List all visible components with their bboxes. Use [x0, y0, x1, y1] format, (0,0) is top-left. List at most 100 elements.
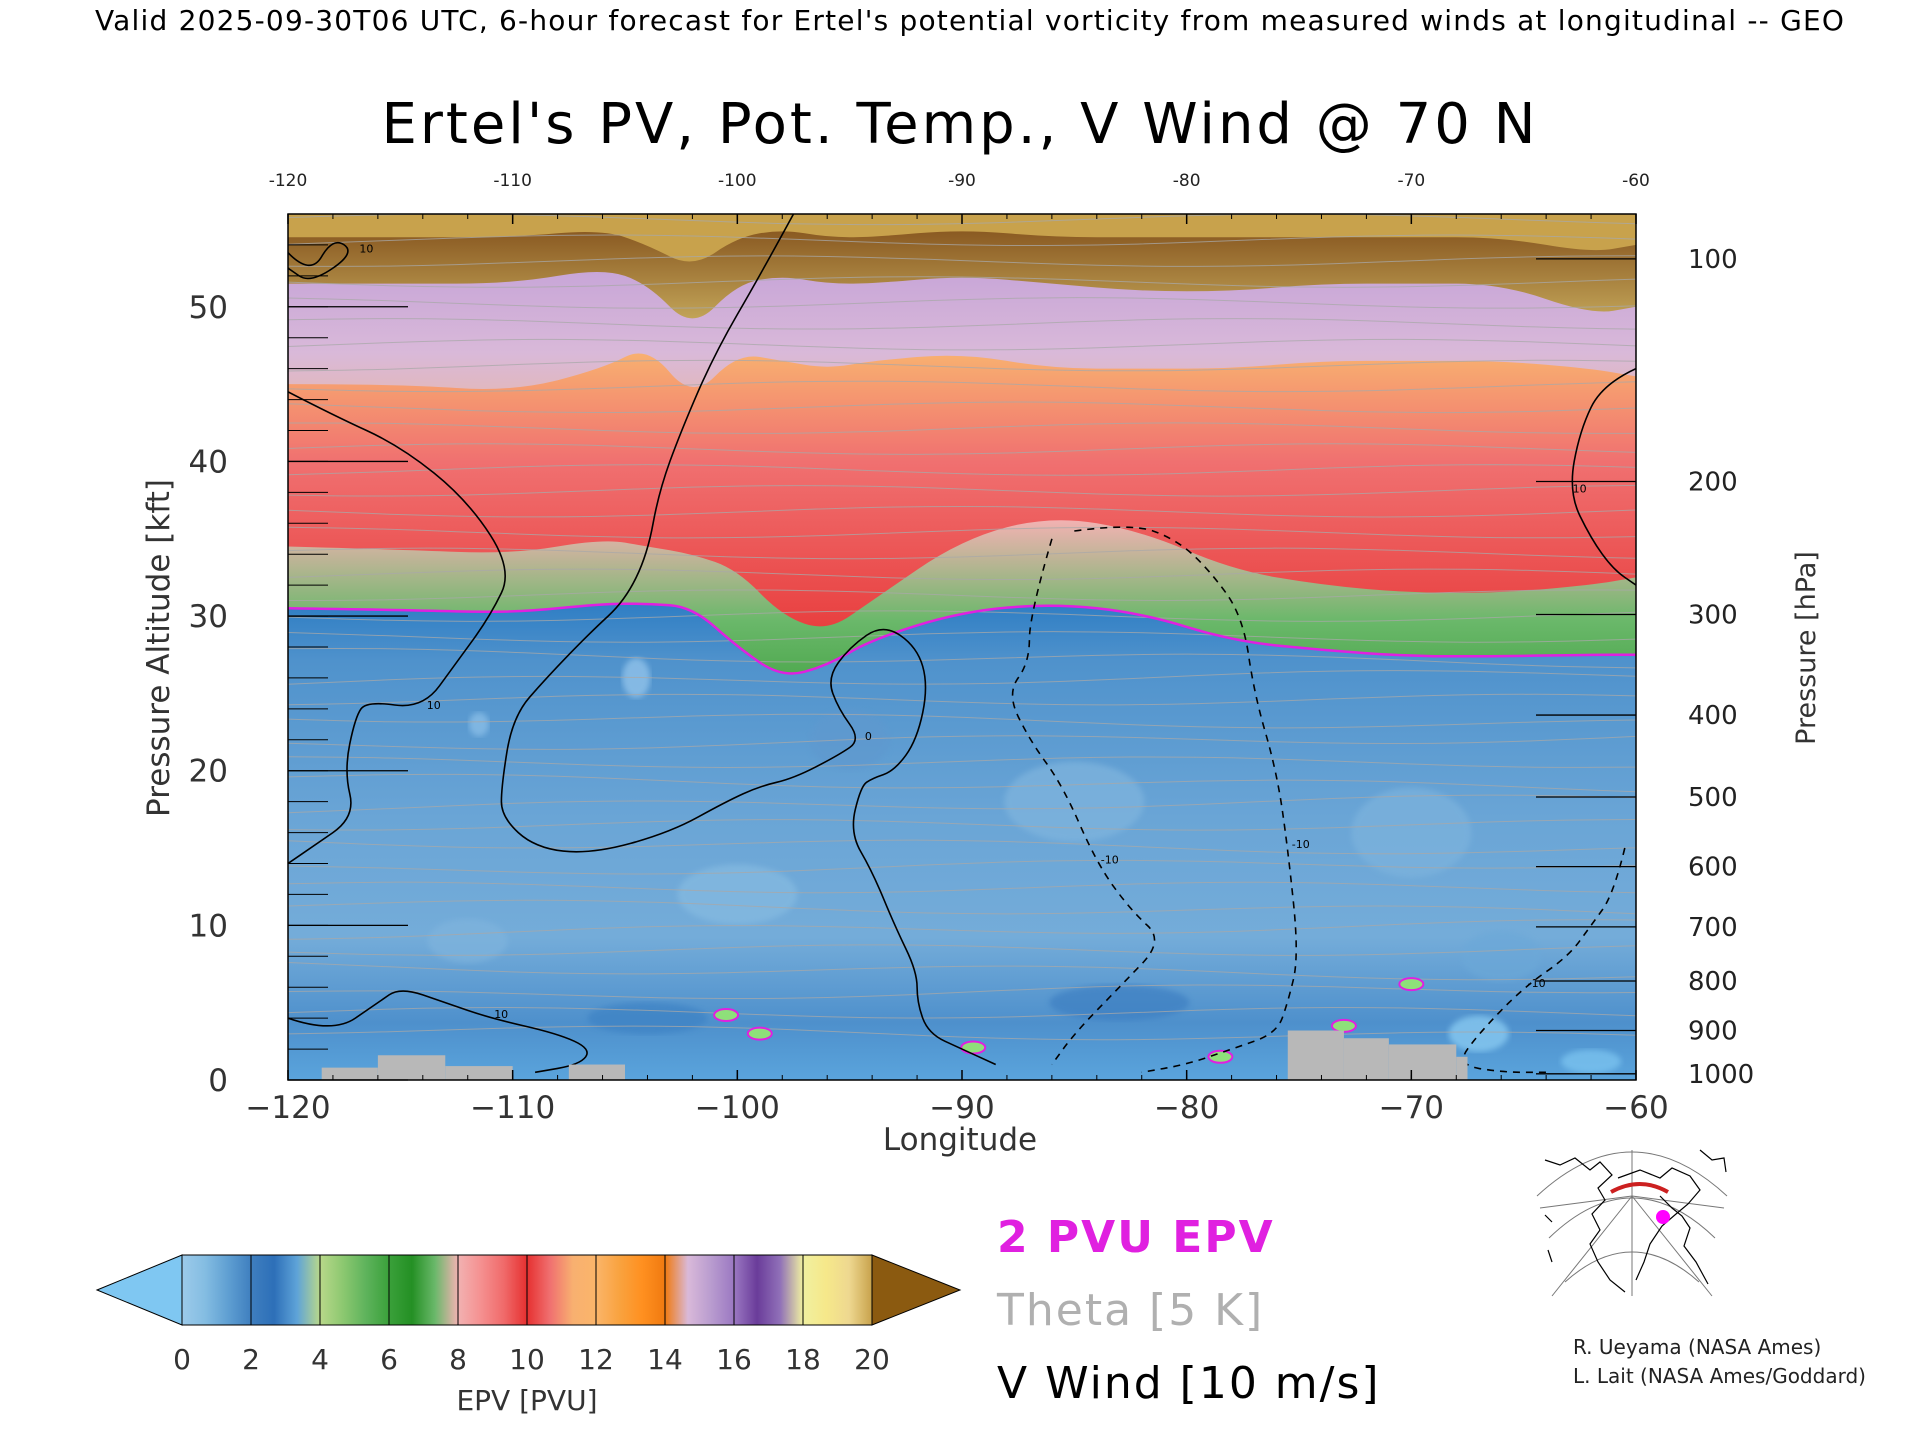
x-tick-label: −80: [1154, 1090, 1219, 1126]
y-tick-label: 10: [189, 908, 228, 944]
vwind-contours: 0 10 10 10 10 -10 -10 -10: [288, 214, 1636, 1074]
theta-line: [288, 1025, 1636, 1041]
terrain-block: [445, 1066, 513, 1080]
credit-line-2: L. Lait (NASA Ames/Goddard): [1573, 1364, 1866, 1388]
colorbar-tick-label: 0: [173, 1343, 191, 1376]
theta-line: [288, 713, 1636, 729]
x-tick-label: −100: [695, 1090, 780, 1126]
terrain-block: [377, 1055, 446, 1080]
pressure-tick-label: 1000: [1688, 1060, 1754, 1090]
y-tick-label: 0: [208, 1063, 228, 1099]
map-coastlines: [1544, 1149, 1727, 1293]
colorbar-tick-label: 2: [242, 1343, 260, 1376]
theta-line: [288, 276, 1636, 288]
chart-title: Ertel's PV, Pot. Temp., V Wind @ 70 N: [381, 92, 1538, 157]
terrain-block: [1343, 1038, 1389, 1080]
theta-line: [288, 819, 1636, 831]
legend-theta: Theta [5 K]: [996, 1285, 1264, 1336]
valid-header: Valid 2025-09-30T06 UTC, 6-hour forecast…: [95, 4, 1845, 37]
theta-line: [288, 484, 1636, 497]
theta-line: [288, 380, 1636, 393]
vwind-contour: [1571, 367, 1636, 586]
y-tick-label: 50: [189, 290, 228, 326]
credit-line-1: R. Ueyama (NASA Ames): [1573, 1335, 1821, 1359]
vwind-contour: [1074, 526, 1297, 1074]
colorbar-tick-label: 10: [509, 1343, 545, 1376]
theta-line: [288, 881, 1636, 894]
theta-line: [288, 422, 1636, 434]
vwind-contour-label: 10: [359, 243, 373, 256]
theta-line: [288, 899, 1636, 915]
colorbar-under-triangle: [95, 1254, 183, 1326]
theta-line: [288, 735, 1636, 750]
terrain-block: [321, 1067, 378, 1080]
colorbar-tick-label: 6: [380, 1343, 398, 1376]
terrain-block: [1388, 1044, 1457, 1080]
pvu-2-contour: [288, 602, 1636, 675]
theta-line: [288, 401, 1636, 414]
pvu-2-patch: [960, 1040, 987, 1055]
epv-patch: [1561, 1049, 1622, 1074]
terrain-block: [1287, 1030, 1344, 1080]
epv-patch: [1448, 1015, 1509, 1052]
terrain-block: [1456, 1056, 1468, 1080]
x-axis-label: Longitude: [883, 1122, 1037, 1158]
theta-line: [288, 962, 1636, 981]
pressure-tick-label: 100: [1688, 245, 1738, 275]
pvu-2-patch: [713, 1008, 740, 1023]
legend-pvu: 2 PVU EPV: [997, 1212, 1275, 1263]
colorbar-tick-label: 20: [854, 1343, 890, 1376]
theta-line: [288, 568, 1636, 581]
theta-line: [288, 318, 1636, 330]
epv-patch: [427, 918, 508, 963]
theta-line: [288, 670, 1636, 685]
theta-line: [288, 526, 1636, 539]
pvu-2-patch: [1398, 977, 1425, 992]
epv-patch: [468, 712, 489, 737]
axes: −120-120−110-110−100-100−90-90−80-80−70-…: [189, 171, 1755, 1126]
x-tick-label: −70: [1379, 1090, 1444, 1126]
x-top-tick-label: -70: [1397, 171, 1425, 191]
vwind-contour-label: -10: [1101, 854, 1119, 867]
theta-line: [288, 338, 1636, 351]
theta-line: [288, 773, 1636, 793]
theta-line: [288, 794, 1636, 814]
x-top-tick-label: -110: [493, 171, 532, 191]
theta-line: [288, 234, 1636, 247]
vwind-contour-label: 0: [865, 730, 872, 743]
plot-area: [288, 214, 1636, 1080]
vwind-contour: [288, 241, 349, 280]
theta-line: [288, 839, 1636, 855]
pressure-tick-label: 300: [1688, 601, 1738, 631]
epv-patch: [1004, 761, 1145, 842]
y-tick-label: 30: [189, 599, 228, 635]
terrain: [321, 1030, 1468, 1080]
pressure-tick-label: 400: [1688, 701, 1738, 731]
pressure-tick-label: 700: [1688, 913, 1738, 943]
colorbar-tick-label: 16: [716, 1343, 752, 1376]
theta-line: [288, 756, 1636, 769]
vwind-contour-label: 10: [1573, 482, 1587, 495]
pressure-tick-label: 900: [1688, 1017, 1738, 1047]
pressure-tick-label: 600: [1688, 853, 1738, 883]
locator-map: [1534, 1148, 1730, 1297]
x-tick-label: −120: [245, 1090, 330, 1126]
colorbar-ticks: 0 2 4 6 8 10 12 14 16 18 20: [173, 1255, 890, 1376]
x-tick-label: −60: [1603, 1090, 1668, 1126]
vwind-contour: [1463, 847, 1626, 1074]
x-top-tick-label: -120: [269, 171, 308, 191]
terrain-block: [568, 1064, 625, 1080]
x-top-tick-label: -100: [718, 171, 757, 191]
y-tick-label: 20: [189, 754, 228, 790]
map-track-line: [1610, 1182, 1669, 1194]
legend-vwind: V Wind [10 m/s]: [997, 1358, 1381, 1409]
pressure-tick-label: 800: [1688, 967, 1738, 997]
colorbar-over-triangle: [871, 1254, 962, 1326]
vwind-contour: [1011, 538, 1156, 1065]
theta-line: [288, 647, 1636, 669]
theta-line: [288, 1006, 1636, 1019]
pressure-tick-label: 500: [1688, 783, 1738, 813]
y-tick-label: 40: [189, 444, 228, 480]
vwind-contour: [288, 391, 506, 865]
